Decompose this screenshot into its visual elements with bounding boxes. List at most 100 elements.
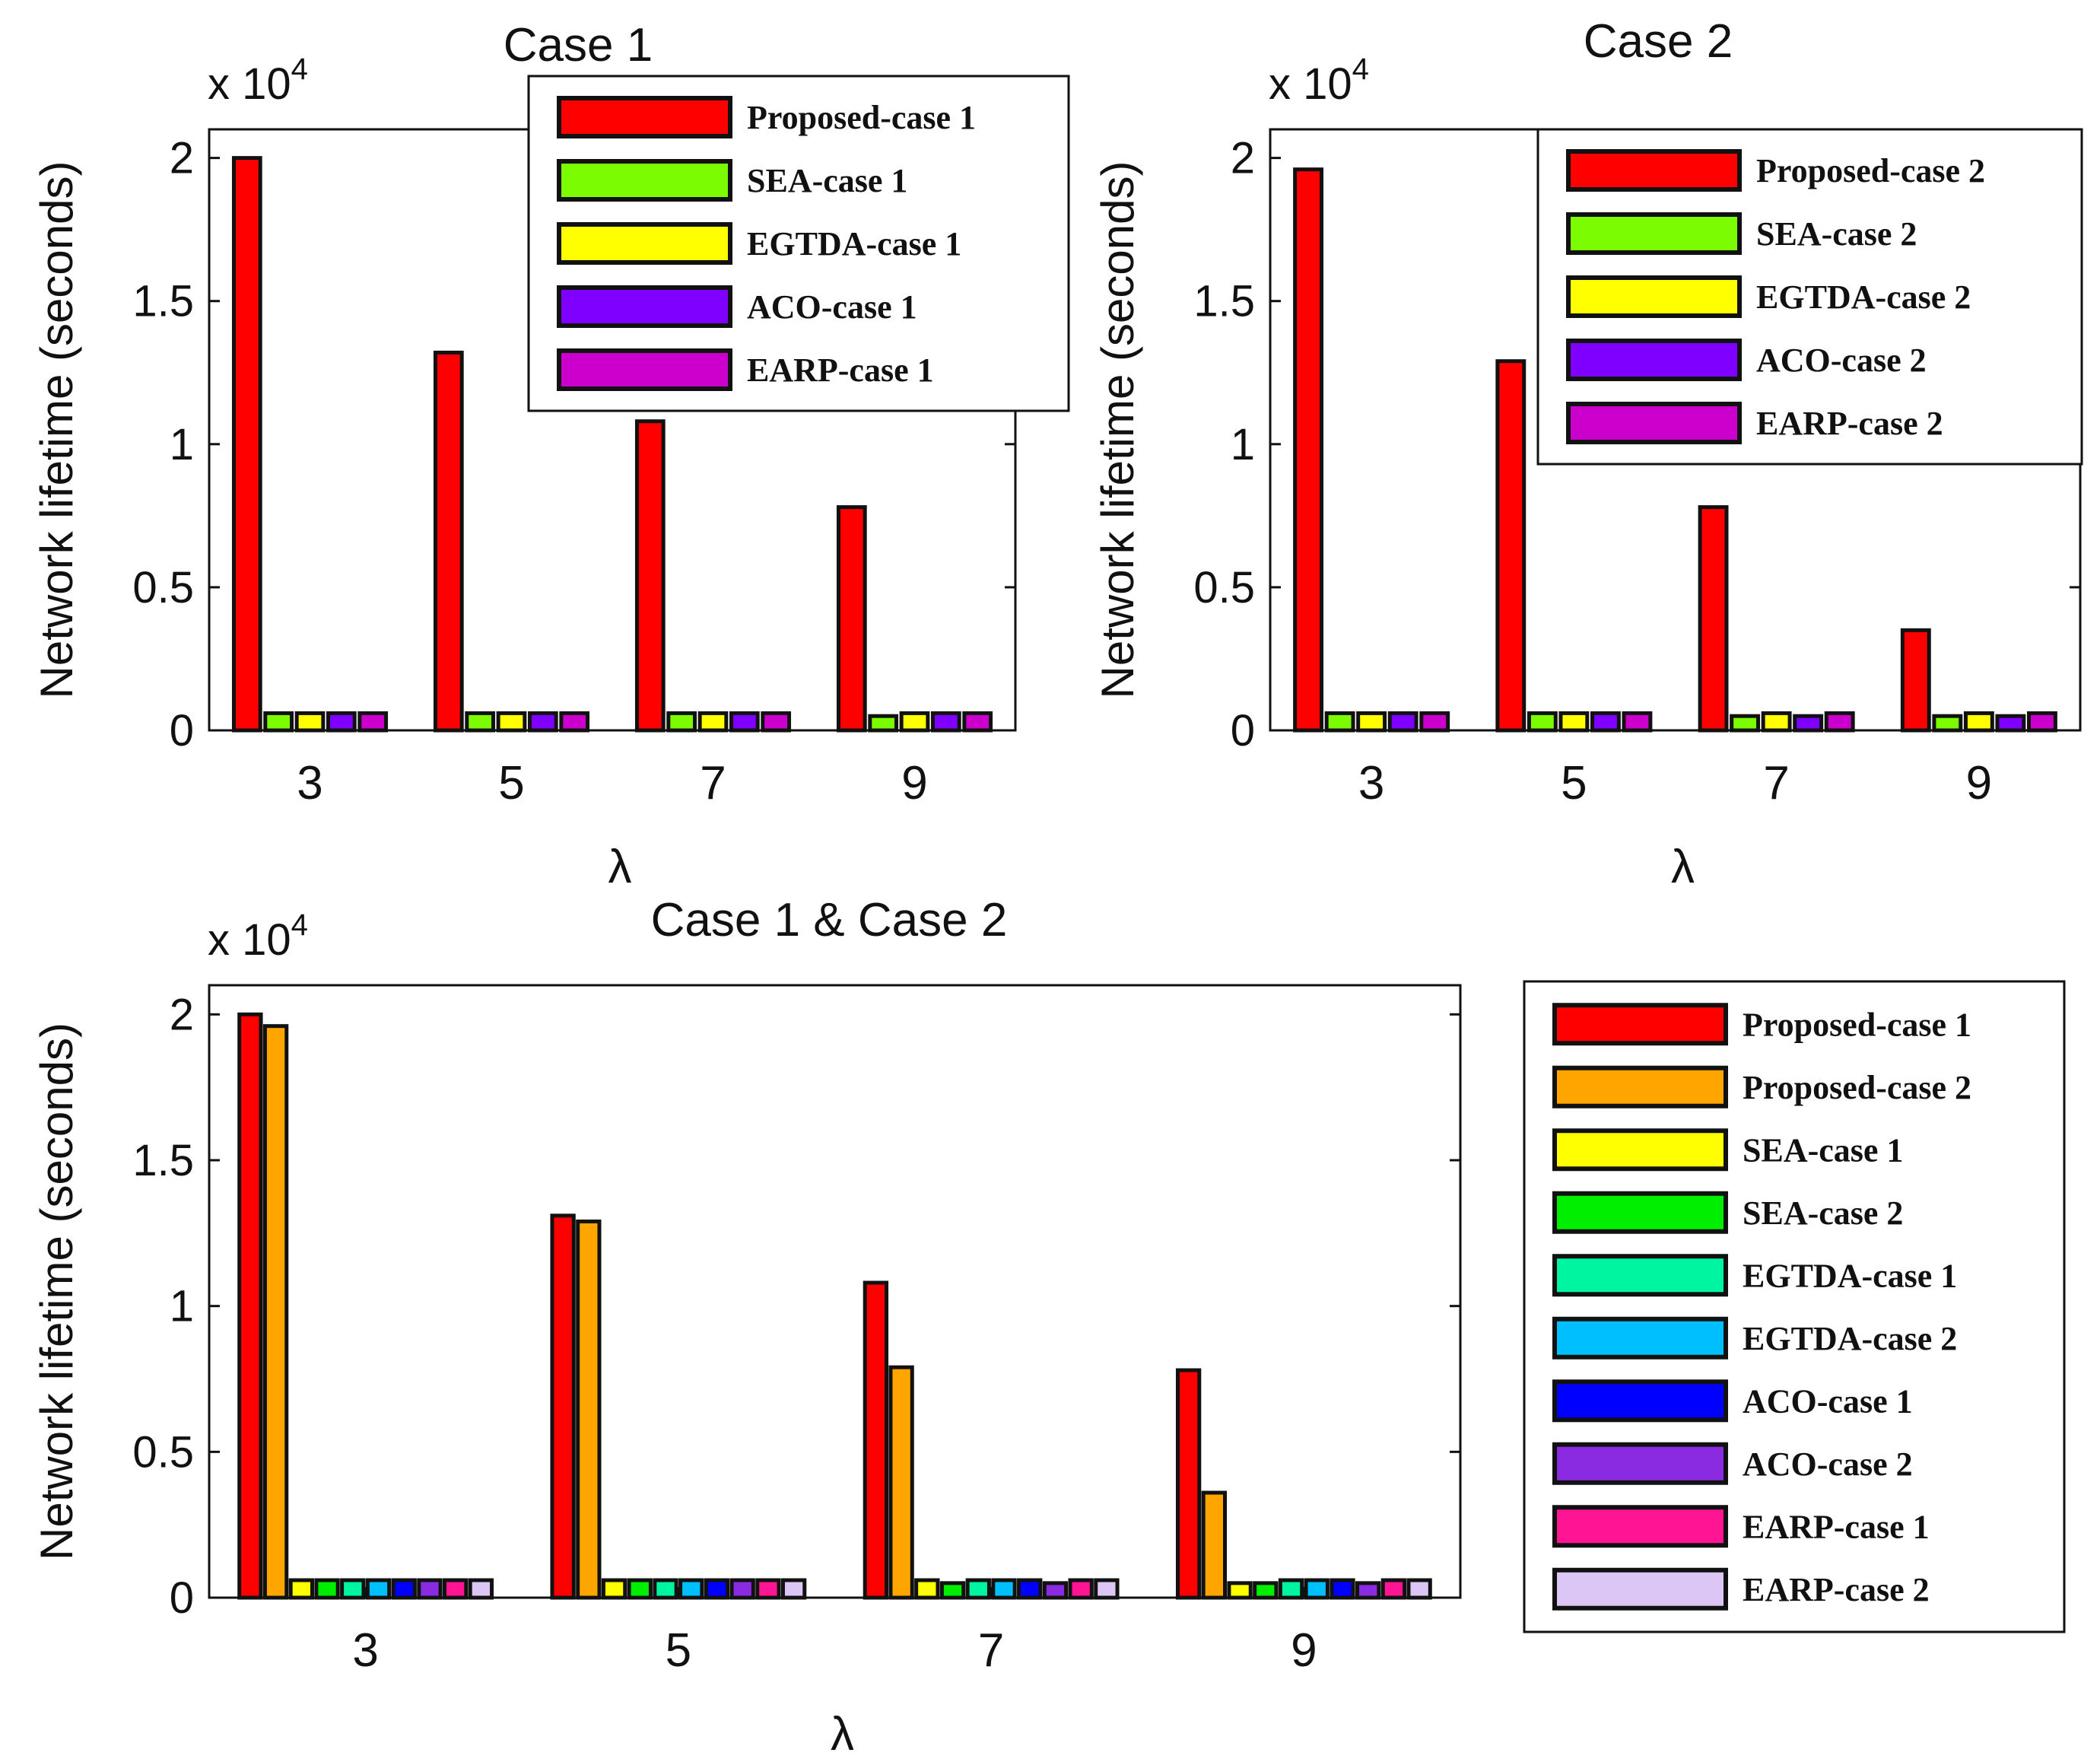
bar-aco-case-2-5 — [729, 1578, 755, 1600]
bar-earp-case-2-9 — [2027, 711, 2057, 733]
legend-label: EGTDA-case 1 — [747, 225, 961, 262]
bar-egtda-case-2-5 — [1558, 711, 1590, 733]
legend-swatch — [1566, 402, 1742, 444]
bar-earp-case-1-7 — [761, 711, 792, 733]
plot-area — [208, 984, 1462, 1599]
bar-earp-case-1-9 — [1380, 1578, 1407, 1600]
x-tick-label: 7 — [700, 757, 726, 809]
y-tick-label: 0 — [170, 706, 194, 755]
bar-earp-case-2-5 — [1622, 711, 1653, 733]
bar-earp-case-1-3 — [357, 711, 389, 733]
bar-aco-case-1-3 — [391, 1578, 417, 1600]
bar-sea-case-1-7 — [666, 711, 697, 733]
x-axis-label: λ — [608, 841, 632, 893]
legend-swatch — [1552, 1379, 1728, 1423]
legend-swatch — [1552, 1191, 1728, 1234]
legend-swatch — [1552, 1505, 1728, 1548]
bar-egtda-case-2-3 — [1356, 711, 1387, 733]
y-tick-label: 1 — [1231, 420, 1255, 469]
x-tick-label: 5 — [666, 1624, 691, 1677]
legend-swatch — [1552, 1003, 1728, 1046]
bar-egtda-case-1-7 — [965, 1578, 991, 1600]
bar-aco-case-2-3 — [1387, 711, 1419, 733]
y-axis-label: Network lifetime (seconds) — [1092, 161, 1143, 699]
bar-proposed-case-2-9 — [1900, 628, 1931, 733]
bar-aco-case-1-5 — [704, 1578, 730, 1600]
bar-earp-case-1-9 — [962, 711, 993, 733]
bar-sea-case-2-9 — [1253, 1581, 1279, 1600]
bar-earp-case-2-3 — [468, 1578, 494, 1600]
legend-label: EARP-case 1 — [1743, 1508, 1930, 1545]
legend-label: ACO-case 1 — [747, 288, 917, 326]
legend-swatch — [1552, 1316, 1728, 1360]
bar-egtda-case-1-5 — [496, 711, 527, 733]
bar-aco-case-2-7 — [1042, 1581, 1069, 1600]
legend-label: ACO-case 2 — [1743, 1446, 1913, 1483]
x-axis-label: λ — [831, 1708, 854, 1760]
x-tick-label: 7 — [978, 1624, 1004, 1677]
bar-proposed-case-2-9 — [1201, 1490, 1228, 1600]
x-axis-label: λ — [1671, 841, 1695, 893]
bar-sea-case-2-7 — [1730, 714, 1761, 733]
legend-swatch — [557, 348, 732, 391]
bar-earp-case-2-7 — [1094, 1578, 1120, 1600]
y-tick-label: 0 — [170, 1573, 194, 1623]
y-tick-label: 0.5 — [132, 1427, 194, 1477]
bar-aco-case-1-7 — [1017, 1578, 1043, 1600]
bar-sea-case-1-5 — [465, 711, 496, 733]
chart-case2: 0 0.5 1 1.5 2 x 104 Case 2 Network lifetime (se… — [1092, 15, 2083, 893]
bar-aco-case-1-5 — [527, 711, 558, 733]
legend-swatch — [1566, 275, 1742, 318]
bar-sea-case-1-9 — [1227, 1581, 1253, 1600]
bar-proposed-case-1-9 — [836, 505, 867, 733]
y-multiplier-base: x 10 — [208, 59, 291, 109]
legend-label: EARP-case 2 — [1743, 1571, 1930, 1608]
y-multiplier: x 104 — [208, 908, 308, 965]
bar-earp-case-1-3 — [442, 1578, 469, 1600]
y-tick-label: 0.5 — [132, 563, 194, 612]
y-multiplier-exponent: 4 — [1352, 52, 1369, 86]
legend-swatch — [1566, 339, 1742, 381]
bar-proposed-case-1-7 — [634, 419, 666, 733]
bar-sea-case-2-3 — [1324, 711, 1355, 733]
legend-label: Proposed-case 2 — [1743, 1069, 1971, 1106]
legend-swatch — [557, 285, 732, 328]
bar-sea-case-2-9 — [1932, 714, 1963, 733]
legend: Proposed-case 1 Proposed-case 2 SEA-case 1… — [1523, 980, 2066, 1633]
x-tick-label: 9 — [901, 757, 927, 809]
bar-egtda-case-2-3 — [365, 1578, 392, 1600]
legend: Proposed-case 2 SEA-case 2 EGTDA-case 2 ACO… — [1536, 128, 2083, 466]
bar-proposed-case-2-3 — [1293, 167, 1323, 733]
bar-earp-case-2-5 — [780, 1578, 807, 1600]
legend-label: ACO-case 2 — [1756, 342, 1927, 379]
bar-aco-case-1-3 — [326, 711, 357, 733]
bar-earp-case-2-7 — [1824, 711, 1855, 733]
y-multiplier-base: x 10 — [208, 915, 291, 965]
bar-earp-case-2-9 — [1406, 1578, 1432, 1600]
bar-earp-case-1-5 — [559, 711, 590, 733]
legend-label: EGTDA-case 2 — [1756, 278, 1971, 316]
bar-egtda-case-1-3 — [340, 1578, 366, 1600]
bar-proposed-case-1-7 — [863, 1280, 889, 1600]
legend-swatch — [1566, 212, 1742, 255]
bar-proposed-case-1-9 — [1175, 1368, 1202, 1600]
bar-sea-case-1-7 — [914, 1578, 940, 1600]
bar-earp-case-2-3 — [1419, 711, 1450, 733]
x-tick-label: 3 — [1358, 757, 1384, 809]
y-multiplier-exponent: 4 — [291, 908, 308, 942]
bar-proposed-case-1-5 — [433, 350, 464, 733]
legend-label: SEA-case 2 — [1743, 1194, 1903, 1232]
legend-label: EARP-case 1 — [747, 351, 934, 389]
legend-swatch — [1552, 1442, 1728, 1485]
bar-proposed-case-2-5 — [576, 1220, 602, 1600]
bar-proposed-case-2-5 — [1495, 359, 1527, 733]
bar-egtda-case-1-9 — [899, 711, 930, 733]
y-multiplier-base: x 10 — [1269, 59, 1352, 109]
y-multiplier: x 104 — [1269, 52, 1369, 109]
bar-sea-case-2-7 — [939, 1581, 966, 1600]
legend-swatch — [557, 222, 732, 265]
legend-swatch — [1552, 1065, 1728, 1108]
bar-egtda-case-2-7 — [1761, 711, 1792, 733]
y-tick-label: 1 — [170, 1282, 194, 1331]
bar-proposed-case-1-5 — [550, 1213, 576, 1600]
